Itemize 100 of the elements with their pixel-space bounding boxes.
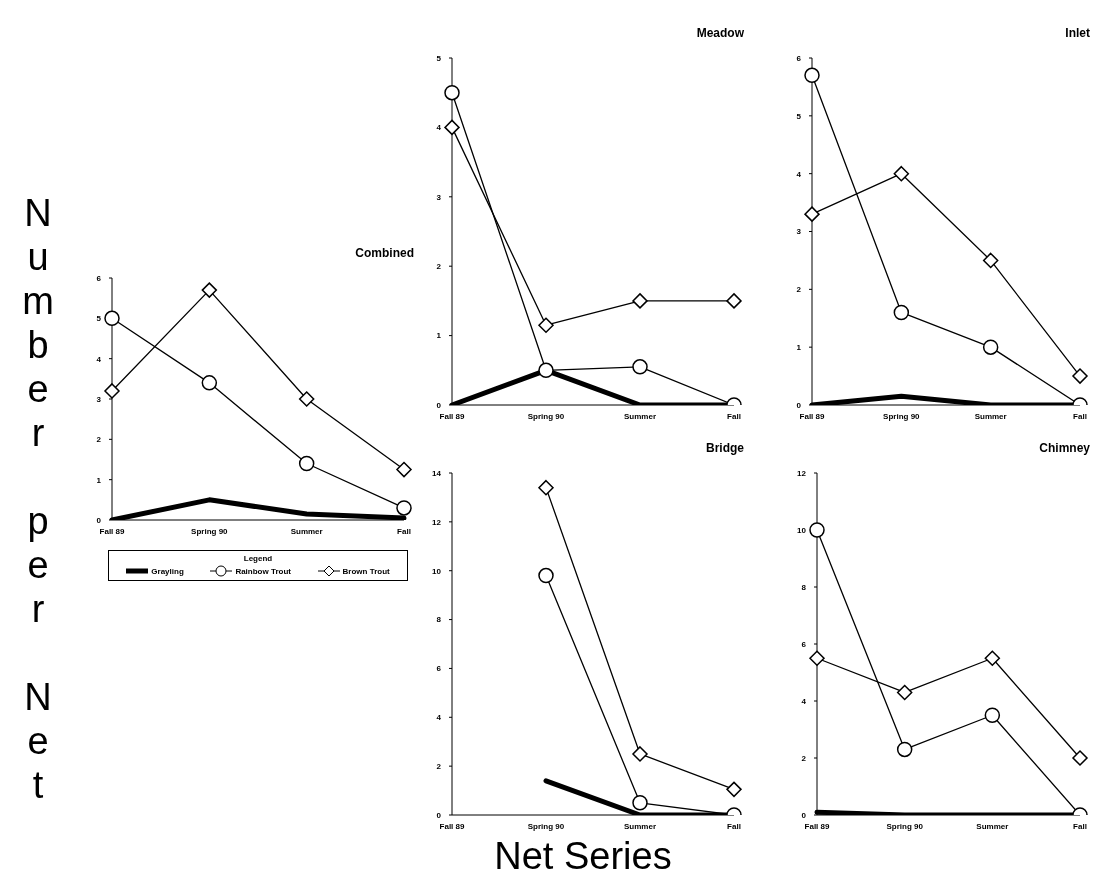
y-tick-label: 4 bbox=[96, 354, 102, 364]
y-tick-label: 2 bbox=[436, 262, 442, 272]
point bbox=[804, 67, 820, 84]
point bbox=[1072, 368, 1088, 384]
y-axis-title: Number per Net bbox=[17, 191, 59, 810]
x-axis-title: Net Series bbox=[493, 835, 673, 876]
point bbox=[726, 293, 742, 309]
point bbox=[201, 375, 218, 391]
point bbox=[896, 684, 913, 701]
x-tick-label: Fall bbox=[397, 526, 411, 536]
legend-label: Rainbow Trout bbox=[235, 566, 291, 576]
y-tick-label: 3 bbox=[436, 192, 442, 202]
y-tick-label: 1 bbox=[96, 475, 102, 485]
chart-title: Inlet bbox=[1064, 25, 1091, 42]
y-tick-label: 12 bbox=[432, 517, 442, 527]
x-tick-label: Fall bbox=[727, 821, 741, 831]
point bbox=[893, 165, 910, 182]
point bbox=[726, 781, 742, 798]
x-tick-label: Spring 90 bbox=[527, 821, 565, 831]
legend-title: Legend bbox=[242, 554, 274, 563]
point bbox=[984, 650, 1001, 666]
y-tick-label: 4 bbox=[436, 123, 442, 133]
y-tick-label: 2 bbox=[436, 761, 442, 771]
y-tick-label: 10 bbox=[797, 525, 807, 535]
point bbox=[104, 310, 120, 327]
y-tick-label: 0 bbox=[436, 400, 442, 410]
y-tick-label: 6 bbox=[801, 639, 807, 649]
point bbox=[809, 650, 825, 666]
y-tick-label: 6 bbox=[436, 664, 442, 674]
x-tick-label: Fall 89 bbox=[99, 526, 125, 536]
y-tick-label: 5 bbox=[796, 111, 802, 121]
x-tick-label: Summer bbox=[290, 526, 323, 536]
point bbox=[893, 304, 910, 321]
point bbox=[396, 461, 412, 478]
point bbox=[984, 707, 1001, 723]
point bbox=[538, 362, 554, 379]
y-tick-label: 3 bbox=[96, 394, 102, 404]
x-tick-label: Fall bbox=[1073, 411, 1087, 421]
point bbox=[538, 567, 554, 584]
x-tick-label: Fall bbox=[727, 411, 741, 421]
chart-title: Bridge bbox=[705, 440, 745, 457]
y-tick-label: 0 bbox=[96, 515, 102, 525]
point bbox=[632, 746, 648, 762]
y-tick-label: 6 bbox=[96, 273, 102, 283]
y-tick-label: 10 bbox=[432, 566, 442, 576]
x-tick-label: Fall 89 bbox=[804, 821, 830, 831]
point bbox=[809, 522, 825, 538]
y-tick-label: 6 bbox=[796, 53, 802, 63]
point bbox=[201, 282, 218, 298]
point bbox=[632, 359, 648, 375]
x-tick-label: Fall 89 bbox=[799, 411, 825, 421]
y-tick-label: 5 bbox=[436, 53, 442, 63]
y-tick-label: 4 bbox=[796, 169, 802, 179]
point bbox=[298, 391, 315, 407]
y-tick-label: 1 bbox=[436, 331, 442, 341]
point bbox=[444, 84, 460, 101]
x-tick-label: Summer bbox=[974, 411, 1007, 421]
point bbox=[444, 119, 460, 136]
chart-title: Chimney bbox=[1038, 440, 1091, 457]
legend-label: Grayling bbox=[151, 566, 184, 576]
x-tick-label: Fall 89 bbox=[439, 821, 465, 831]
point bbox=[804, 206, 820, 222]
point bbox=[298, 455, 315, 472]
y-tick-label: 2 bbox=[801, 753, 807, 763]
y-tick-label: 3 bbox=[796, 227, 802, 237]
legend-label: Brown Trout bbox=[342, 566, 390, 576]
point bbox=[982, 252, 999, 269]
point bbox=[538, 317, 554, 333]
point bbox=[632, 293, 648, 309]
point bbox=[632, 795, 648, 811]
y-tick-label: 8 bbox=[801, 582, 807, 592]
chart-title: Combined bbox=[354, 245, 415, 262]
point bbox=[1072, 750, 1088, 766]
y-tick-label: 14 bbox=[432, 468, 442, 478]
y-tick-label: 12 bbox=[797, 468, 807, 478]
y-tick-label: 8 bbox=[436, 615, 442, 625]
y-tick-label: 0 bbox=[796, 400, 802, 410]
y-tick-label: 4 bbox=[801, 696, 807, 706]
point bbox=[538, 479, 554, 496]
x-tick-label: Spring 90 bbox=[886, 821, 924, 831]
x-tick-label: Spring 90 bbox=[883, 411, 921, 421]
y-tick-label: 2 bbox=[796, 285, 802, 295]
y-tick-label: 0 bbox=[801, 810, 807, 820]
x-tick-label: Summer bbox=[976, 821, 1009, 831]
point bbox=[104, 383, 120, 399]
y-tick-label: 5 bbox=[96, 314, 102, 324]
point bbox=[982, 339, 999, 355]
y-tick-label: 1 bbox=[796, 343, 802, 353]
x-tick-label: Summer bbox=[623, 821, 657, 831]
y-tick-label: 4 bbox=[436, 713, 442, 723]
chart-title: Meadow bbox=[695, 25, 745, 42]
y-tick-label: 0 bbox=[436, 810, 442, 820]
x-tick-label: Spring 90 bbox=[191, 526, 229, 536]
x-tick-label: Spring 90 bbox=[527, 411, 565, 421]
point bbox=[396, 500, 412, 516]
point bbox=[896, 741, 913, 758]
x-tick-label: Fall 89 bbox=[439, 411, 465, 421]
y-tick-label: 2 bbox=[96, 435, 102, 445]
x-tick-label: Summer bbox=[623, 411, 657, 421]
x-tick-label: Fall bbox=[1073, 821, 1087, 831]
